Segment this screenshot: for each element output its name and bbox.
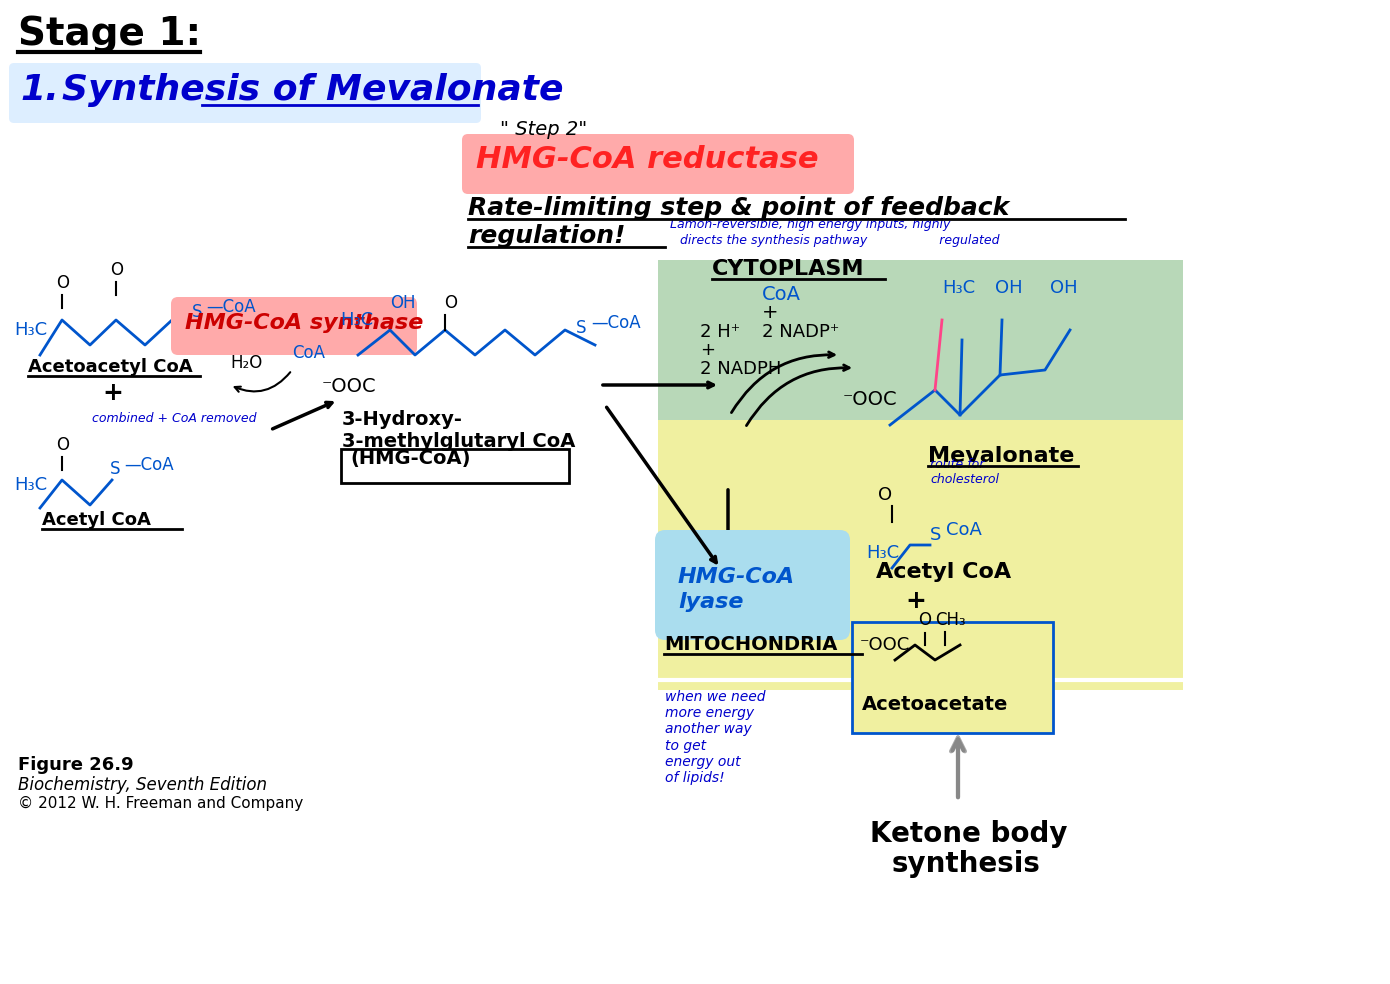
Text: route for
cholesterol: route for cholesterol [930, 458, 999, 486]
Text: OH: OH [995, 279, 1023, 297]
FancyBboxPatch shape [852, 622, 1054, 733]
Text: 3-Hydroxy-: 3-Hydroxy- [342, 410, 463, 429]
Text: S: S [110, 460, 121, 478]
Text: +: + [101, 381, 122, 405]
FancyBboxPatch shape [657, 260, 1183, 680]
Text: Synthesis of Mevalonate: Synthesis of Mevalonate [63, 73, 563, 107]
Text: Ketone body: Ketone body [870, 820, 1068, 848]
Text: S: S [930, 526, 941, 544]
Text: +: + [905, 589, 926, 613]
Text: Rate-limiting step & point of feedback: Rate-limiting step & point of feedback [468, 196, 1009, 220]
Text: CoA: CoA [947, 521, 981, 539]
Text: 2 NADPH: 2 NADPH [701, 360, 781, 378]
Text: combined + CoA removed: combined + CoA removed [92, 412, 257, 425]
Text: H₃C: H₃C [341, 311, 373, 329]
FancyBboxPatch shape [655, 530, 851, 640]
FancyBboxPatch shape [171, 297, 417, 355]
Text: Acetoacetyl CoA: Acetoacetyl CoA [28, 358, 193, 376]
Text: +: + [701, 341, 714, 359]
Text: H₃C: H₃C [866, 544, 899, 562]
Text: S: S [192, 303, 203, 321]
Text: Stage 1:: Stage 1: [18, 15, 202, 53]
FancyBboxPatch shape [341, 449, 569, 483]
Text: HMG-CoA reductase: HMG-CoA reductase [475, 145, 819, 174]
Text: CoA: CoA [762, 285, 801, 304]
FancyBboxPatch shape [461, 134, 853, 194]
Text: O: O [110, 261, 122, 279]
Text: Figure 26.9: Figure 26.9 [18, 756, 133, 774]
Text: H₃C: H₃C [14, 476, 47, 494]
Text: 3-methylglutaryl CoA: 3-methylglutaryl CoA [342, 432, 575, 451]
Text: when we need
more energy
another way
to get
energy out
of lipids!: when we need more energy another way to … [664, 690, 766, 785]
FancyBboxPatch shape [657, 420, 1183, 690]
Text: 1.: 1. [19, 73, 58, 107]
FancyArrowPatch shape [951, 737, 965, 797]
Text: directs the synthesis pathway                  regulated: directs the synthesis pathway regulated [680, 234, 999, 247]
FancyBboxPatch shape [8, 63, 481, 123]
Text: OH: OH [391, 294, 416, 312]
Text: 2 NADP⁺: 2 NADP⁺ [762, 323, 840, 341]
Text: H₂O: H₂O [229, 354, 263, 372]
Text: O: O [56, 436, 70, 454]
Text: OH: OH [1049, 279, 1077, 297]
Text: H₃C: H₃C [942, 279, 976, 297]
Text: ⁻OOC: ⁻OOC [322, 377, 377, 396]
Text: H₃C: H₃C [14, 321, 47, 339]
Text: Biochemistry, Seventh Edition: Biochemistry, Seventh Edition [18, 776, 267, 794]
Text: Acetoacetate: Acetoacetate [862, 695, 1008, 714]
Text: O: O [917, 611, 931, 629]
Text: 2 H⁺: 2 H⁺ [701, 323, 739, 341]
Text: Lamon-reversible, high energy inputs, highly: Lamon-reversible, high energy inputs, hi… [670, 218, 951, 231]
Text: S: S [575, 319, 587, 337]
Text: CH₃: CH₃ [935, 611, 966, 629]
Text: synthesis: synthesis [892, 850, 1041, 878]
Text: —CoA: —CoA [591, 314, 641, 332]
Text: —CoA: —CoA [206, 298, 256, 316]
Text: —CoA: —CoA [124, 456, 174, 474]
Text: HMG-CoA synthase: HMG-CoA synthase [185, 313, 424, 333]
Text: ⁻OOC: ⁻OOC [860, 636, 910, 654]
Text: © 2012 W. H. Freeman and Company: © 2012 W. H. Freeman and Company [18, 796, 303, 811]
Text: ⁻OOC: ⁻OOC [842, 390, 898, 409]
Text: +: + [762, 303, 778, 322]
Text: Mevalonate: Mevalonate [929, 446, 1074, 466]
Text: Acetyl CoA: Acetyl CoA [876, 562, 1011, 582]
Text: (HMG-CoA): (HMG-CoA) [350, 449, 470, 468]
Text: O: O [56, 274, 70, 292]
Text: MITOCHONDRIA: MITOCHONDRIA [664, 635, 837, 654]
Text: Acetyl CoA: Acetyl CoA [42, 511, 152, 529]
Text: regulation!: regulation! [468, 224, 626, 248]
Text: " Step 2": " Step 2" [500, 120, 587, 139]
Text: O: O [878, 486, 892, 504]
Text: CoA: CoA [292, 344, 325, 362]
Text: lyase: lyase [678, 592, 744, 612]
Text: CYTOPLASM: CYTOPLASM [712, 259, 865, 279]
Text: HMG-CoA: HMG-CoA [678, 567, 795, 587]
Text: O: O [443, 294, 457, 312]
